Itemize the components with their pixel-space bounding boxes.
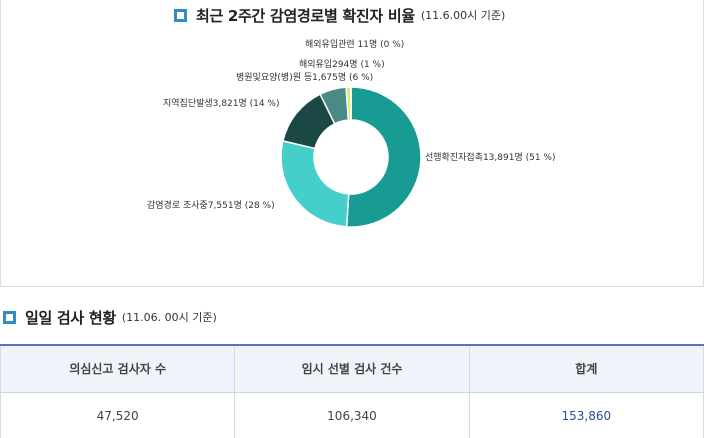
value-suspected-tests: 47,520 (0, 392, 236, 438)
header-total: 합계 (469, 344, 705, 393)
chart-title-date: (11.6.00시 기준) (420, 9, 506, 22)
slice-label-hospital: 병원및요양(병)원 등1,675명 (6 %) (236, 71, 373, 83)
chart-panel: 선행확진자접촉13,891명 (51 %) 감염경로 조사중7,551명 (28 … (0, 0, 704, 287)
chart-title: 최근 2주간 감염경로별 확진자 비율 (11.6.00시 기준) (174, 5, 505, 25)
value-total: 153,860 (469, 392, 705, 438)
slice-label-overseas-related: 해외유입관련 11명 (0 %) (305, 38, 404, 50)
square-bullet-icon (174, 8, 187, 22)
slice-label-investigating: 감염경로 조사중7,551명 (28 %) (147, 199, 275, 211)
chart-title-text: 최근 2주간 감염경로별 확진자 비율 (196, 6, 415, 25)
donut-slice-investigating[interactable] (280, 139, 350, 228)
donut-chart: 선행확진자접촉13,891명 (51 %) 감염경로 조사중7,551명 (28 … (147, 38, 555, 228)
test-section-title-text: 일일 검사 현황 (25, 308, 116, 327)
header-suspected-tests: 의심신고 검사자 수 (0, 344, 236, 393)
square-bullet-icon (3, 310, 16, 324)
slice-label-contact: 선행확진자접촉13,891명 (51 %) (425, 151, 555, 163)
slice-label-cluster: 지역집단발생3,821명 (14 %) (163, 97, 279, 109)
value-temporary-screening: 106,340 (234, 392, 470, 438)
slice-label-overseas: 해외유입294명 (1 %) (299, 58, 385, 70)
table-row: 47,520 106,340 153,860 (0, 392, 705, 438)
table-header-row: 의심신고 검사자 수 임시 선별 검사 건수 합계 (0, 344, 705, 393)
test-section-title: 일일 검사 현황 (11.06. 00시 기준) (3, 307, 217, 327)
donut-slice-contact[interactable] (345, 86, 422, 228)
header-temporary-screening: 임시 선별 검사 건수 (234, 344, 470, 393)
daily-test-table: 의심신고 검사자 수 임시 선별 검사 건수 합계 47,520 106,340… (0, 344, 705, 438)
test-section-date: (11.06. 00시 기준) (121, 311, 217, 324)
